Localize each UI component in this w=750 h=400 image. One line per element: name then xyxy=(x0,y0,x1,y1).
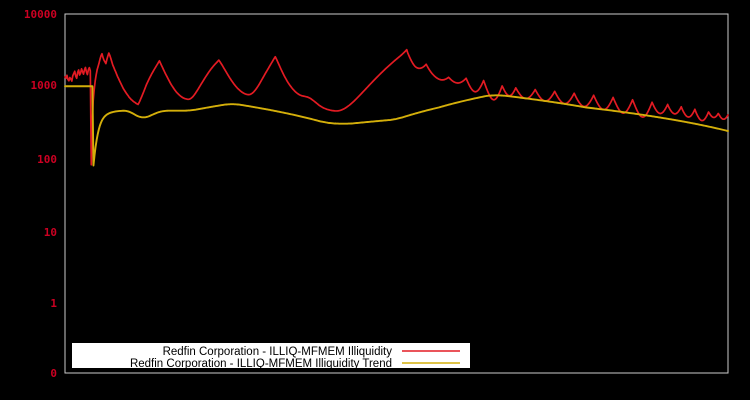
y-axis-tick-1000: 1000 xyxy=(31,79,58,92)
chart-legend: Redfin Corporation - ILLIQ-MFMEM Illiqui… xyxy=(72,343,470,370)
legend-background xyxy=(72,343,470,368)
y-axis-tick-10: 10 xyxy=(44,226,57,239)
data-series-group xyxy=(64,48,729,167)
legend-label-1: Redfin Corporation - ILLIQ-MFMEM Illiqui… xyxy=(130,358,392,370)
legend-label-0: Redfin Corporation - ILLIQ-MFMEM Illiqui… xyxy=(163,346,393,358)
series-line-illiquidity-trend xyxy=(64,85,729,167)
plot-area-border xyxy=(64,13,729,374)
y-axis-tick-10000: 10000 xyxy=(24,8,57,21)
y-axis-tick-1: 1 xyxy=(50,297,57,310)
y-axis-tick-100: 100 xyxy=(37,153,57,166)
y-axis-tick-0: 0 xyxy=(50,367,57,380)
series-line-illiquidity xyxy=(64,48,729,166)
